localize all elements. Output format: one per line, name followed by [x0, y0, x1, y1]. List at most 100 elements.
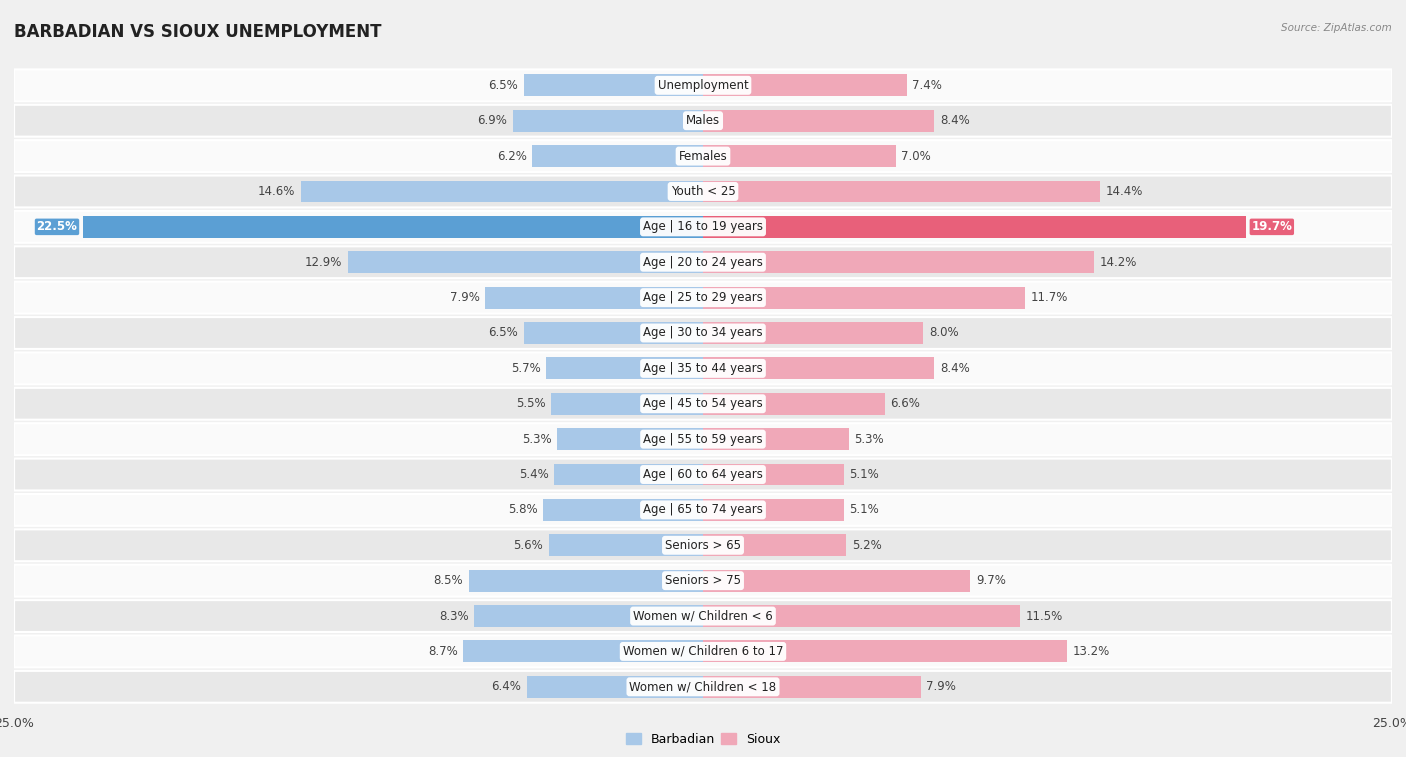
Bar: [554, 463, 703, 485]
FancyBboxPatch shape: [14, 282, 1392, 313]
Bar: [703, 180, 1099, 202]
Bar: [557, 428, 703, 450]
FancyBboxPatch shape: [14, 317, 1392, 349]
Bar: [703, 110, 935, 132]
Text: 8.5%: 8.5%: [433, 574, 463, 587]
Bar: [524, 322, 703, 344]
Bar: [463, 640, 703, 662]
Bar: [703, 570, 970, 592]
Text: 7.9%: 7.9%: [450, 291, 479, 304]
Text: 7.0%: 7.0%: [901, 150, 931, 163]
Bar: [703, 605, 1019, 627]
Bar: [703, 499, 844, 521]
Text: 7.4%: 7.4%: [912, 79, 942, 92]
Text: Age | 45 to 54 years: Age | 45 to 54 years: [643, 397, 763, 410]
Bar: [703, 216, 1246, 238]
Text: 8.7%: 8.7%: [427, 645, 458, 658]
Bar: [474, 605, 703, 627]
Text: Women w/ Children 6 to 17: Women w/ Children 6 to 17: [623, 645, 783, 658]
Bar: [543, 499, 703, 521]
Bar: [468, 570, 703, 592]
Bar: [703, 74, 907, 96]
Text: 22.5%: 22.5%: [37, 220, 77, 233]
Text: Age | 25 to 29 years: Age | 25 to 29 years: [643, 291, 763, 304]
FancyBboxPatch shape: [14, 104, 1392, 136]
FancyBboxPatch shape: [14, 636, 1392, 668]
Text: 11.5%: 11.5%: [1025, 609, 1063, 622]
FancyBboxPatch shape: [14, 176, 1392, 207]
Text: 5.5%: 5.5%: [516, 397, 546, 410]
Bar: [703, 393, 884, 415]
FancyBboxPatch shape: [14, 246, 1392, 278]
Text: 5.1%: 5.1%: [849, 503, 879, 516]
Text: Source: ZipAtlas.com: Source: ZipAtlas.com: [1281, 23, 1392, 33]
Text: Seniors > 75: Seniors > 75: [665, 574, 741, 587]
FancyBboxPatch shape: [14, 70, 1392, 101]
Text: 6.6%: 6.6%: [890, 397, 921, 410]
Bar: [301, 180, 703, 202]
Text: 8.0%: 8.0%: [929, 326, 959, 339]
Text: 14.2%: 14.2%: [1099, 256, 1137, 269]
FancyBboxPatch shape: [14, 565, 1392, 597]
Bar: [548, 534, 703, 556]
FancyBboxPatch shape: [14, 423, 1392, 455]
Text: Women w/ Children < 6: Women w/ Children < 6: [633, 609, 773, 622]
Text: Unemployment: Unemployment: [658, 79, 748, 92]
Bar: [703, 534, 846, 556]
Text: Women w/ Children < 18: Women w/ Children < 18: [630, 681, 776, 693]
Text: 6.5%: 6.5%: [489, 79, 519, 92]
Text: Seniors > 65: Seniors > 65: [665, 539, 741, 552]
Text: 9.7%: 9.7%: [976, 574, 1005, 587]
Text: 5.3%: 5.3%: [522, 433, 551, 446]
Bar: [513, 110, 703, 132]
Text: Age | 35 to 44 years: Age | 35 to 44 years: [643, 362, 763, 375]
Bar: [703, 145, 896, 167]
Text: 14.6%: 14.6%: [257, 185, 295, 198]
Bar: [703, 676, 921, 698]
FancyBboxPatch shape: [14, 600, 1392, 632]
Text: 12.9%: 12.9%: [305, 256, 342, 269]
Legend: Barbadian, Sioux: Barbadian, Sioux: [620, 728, 786, 751]
Text: 7.9%: 7.9%: [927, 681, 956, 693]
Text: 6.9%: 6.9%: [478, 114, 508, 127]
Text: Age | 20 to 24 years: Age | 20 to 24 years: [643, 256, 763, 269]
Bar: [524, 74, 703, 96]
Bar: [546, 357, 703, 379]
Text: Youth < 25: Youth < 25: [671, 185, 735, 198]
Text: 8.4%: 8.4%: [941, 114, 970, 127]
FancyBboxPatch shape: [14, 459, 1392, 491]
Text: Age | 55 to 59 years: Age | 55 to 59 years: [643, 433, 763, 446]
Bar: [703, 428, 849, 450]
Text: 13.2%: 13.2%: [1073, 645, 1109, 658]
Bar: [703, 357, 935, 379]
Bar: [527, 676, 703, 698]
Text: 5.2%: 5.2%: [852, 539, 882, 552]
Text: 6.4%: 6.4%: [491, 681, 522, 693]
Bar: [703, 463, 844, 485]
Text: 5.6%: 5.6%: [513, 539, 543, 552]
Text: 5.4%: 5.4%: [519, 468, 548, 481]
Bar: [703, 322, 924, 344]
Text: 19.7%: 19.7%: [1251, 220, 1292, 233]
Text: 11.7%: 11.7%: [1031, 291, 1069, 304]
FancyBboxPatch shape: [14, 353, 1392, 385]
Text: 5.7%: 5.7%: [510, 362, 540, 375]
FancyBboxPatch shape: [14, 140, 1392, 172]
Text: Age | 30 to 34 years: Age | 30 to 34 years: [643, 326, 763, 339]
FancyBboxPatch shape: [14, 671, 1392, 702]
FancyBboxPatch shape: [14, 494, 1392, 526]
Text: 5.1%: 5.1%: [849, 468, 879, 481]
Text: Males: Males: [686, 114, 720, 127]
Text: Age | 65 to 74 years: Age | 65 to 74 years: [643, 503, 763, 516]
Bar: [703, 640, 1067, 662]
FancyBboxPatch shape: [14, 529, 1392, 561]
Text: Age | 16 to 19 years: Age | 16 to 19 years: [643, 220, 763, 233]
Text: 6.2%: 6.2%: [496, 150, 527, 163]
Text: 14.4%: 14.4%: [1105, 185, 1143, 198]
Bar: [551, 393, 703, 415]
FancyBboxPatch shape: [14, 211, 1392, 243]
Text: BARBADIAN VS SIOUX UNEMPLOYMENT: BARBADIAN VS SIOUX UNEMPLOYMENT: [14, 23, 381, 41]
Bar: [485, 287, 703, 309]
Text: Females: Females: [679, 150, 727, 163]
Bar: [347, 251, 703, 273]
